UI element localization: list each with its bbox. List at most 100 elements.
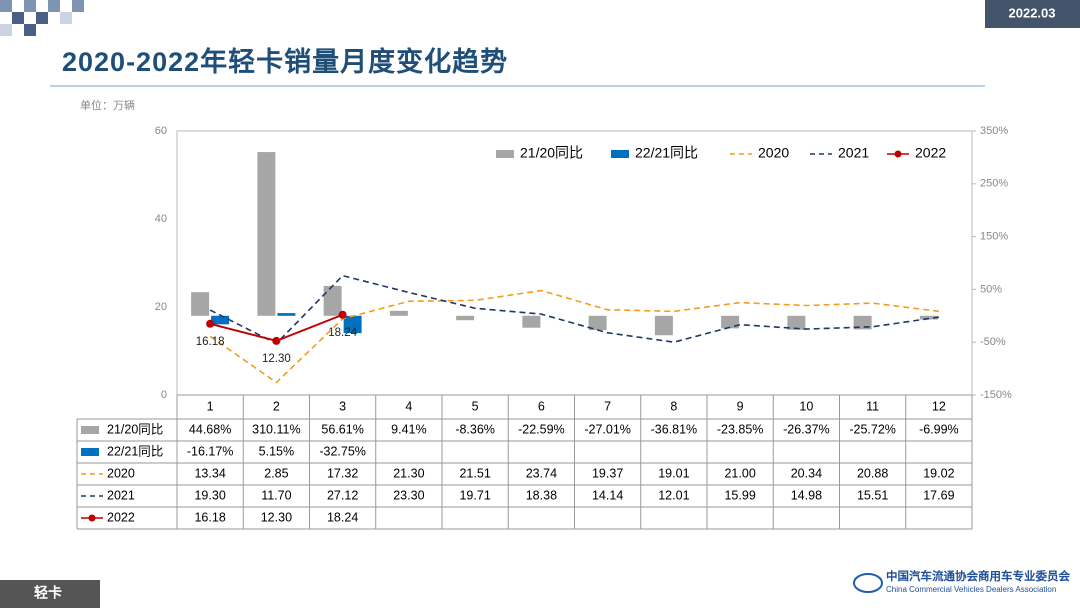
- row-header: 2022: [107, 510, 135, 524]
- table-cell: 17.32: [327, 466, 358, 480]
- table-cell: -8.36%: [455, 422, 495, 436]
- data-label: 12.30: [262, 353, 291, 365]
- table-cell: -32.75%: [319, 444, 366, 458]
- table-cell: 5.15%: [259, 444, 294, 458]
- table-cell: -26.37%: [783, 422, 830, 436]
- bar: [721, 315, 740, 329]
- y-tick-label: 0: [161, 389, 167, 401]
- corner-pattern: [0, 0, 84, 36]
- org-en: China Commercial Vehicles Dealers Associ…: [886, 585, 1056, 594]
- bar: [853, 315, 872, 330]
- bar: [277, 313, 296, 316]
- x-tick-label: 2: [273, 399, 280, 413]
- x-tick-label: 6: [538, 399, 545, 413]
- y-tick-label: 40: [155, 213, 167, 225]
- bar: [522, 315, 541, 328]
- bar: [456, 315, 475, 321]
- footer-box: [0, 580, 100, 608]
- bar: [323, 285, 342, 316]
- legend-symbol: [496, 150, 514, 158]
- logo-icon: [853, 573, 883, 593]
- table-cell: 23.30: [393, 488, 424, 502]
- table-cell: 21.00: [724, 466, 755, 480]
- table-cell: 12.30: [261, 510, 292, 524]
- row-header: 2020: [107, 466, 135, 480]
- bar: [389, 310, 408, 316]
- table-cell: 12.01: [658, 488, 689, 502]
- table-cell: 44.68%: [189, 422, 231, 436]
- data-label: 16.18: [196, 336, 225, 348]
- row-header: 2021: [107, 488, 135, 502]
- org-cn: 中国汽车流通协会商用车专业委员会: [886, 569, 1070, 583]
- table-cell: 13.34: [194, 466, 225, 480]
- bar: [257, 152, 276, 316]
- table-cell: -27.01%: [584, 422, 631, 436]
- marker: [272, 336, 281, 345]
- y2-tick-label: 50%: [980, 283, 1002, 295]
- table-cell: 15.51: [857, 488, 888, 502]
- y2-tick-label: -50%: [980, 336, 1006, 348]
- table-cell: 20.88: [857, 466, 888, 480]
- x-tick-label: 3: [339, 399, 346, 413]
- bar: [211, 315, 230, 325]
- table-symbol: [88, 514, 96, 522]
- table-cell: 19.01: [658, 466, 689, 480]
- y2-tick-label: 250%: [980, 178, 1008, 190]
- legend-label: 2020: [758, 145, 789, 161]
- y2-tick-label: -150%: [980, 389, 1012, 401]
- y-tick-label: 20: [155, 301, 167, 313]
- legend-symbol: [611, 150, 629, 158]
- bar: [919, 315, 938, 320]
- table-cell: 19.71: [459, 488, 490, 502]
- x-tick-label: 7: [604, 399, 611, 413]
- x-tick-label: 11: [866, 399, 879, 413]
- x-tick-label: 4: [405, 399, 412, 413]
- table-cell: -22.59%: [518, 422, 565, 436]
- table-cell: -36.81%: [651, 422, 698, 436]
- bar: [654, 315, 673, 336]
- table-cell: 21.30: [393, 466, 424, 480]
- legend-label: 21/20同比: [520, 145, 583, 161]
- table-cell: 18.38: [526, 488, 557, 502]
- table-cell: -6.99%: [919, 422, 959, 436]
- marker: [206, 319, 215, 328]
- table-cell: 9.41%: [391, 422, 426, 436]
- plot-frame: [176, 130, 973, 396]
- marker: [338, 310, 347, 319]
- table-cell: -25.72%: [849, 422, 896, 436]
- bar: [191, 292, 210, 316]
- table-symbol: [81, 448, 99, 456]
- row-header: 22/21同比: [107, 444, 163, 458]
- bar: [588, 315, 607, 331]
- x-tick-label: 12: [932, 399, 946, 413]
- row-header: 21/20同比: [107, 422, 163, 436]
- table-cell: 19.02: [923, 466, 954, 480]
- y-tick-label: 60: [155, 125, 167, 137]
- table-cell: 310.11%: [252, 422, 300, 436]
- table-symbol: [81, 426, 99, 434]
- x-tick-label: 10: [799, 399, 813, 413]
- table-cell: 19.37: [592, 466, 623, 480]
- table-cell: -23.85%: [717, 422, 764, 436]
- x-tick-label: 5: [472, 399, 479, 413]
- table-cell: 14.98: [791, 488, 822, 502]
- table-cell: 18.24: [327, 510, 358, 524]
- x-tick-label: 9: [737, 399, 744, 413]
- date: 2022.03: [1009, 5, 1056, 20]
- bar: [343, 315, 362, 334]
- x-tick-label: 8: [670, 399, 677, 413]
- date-box: [985, 0, 1080, 28]
- legend-label: 22/21同比: [635, 145, 698, 161]
- y2-tick-label: 350%: [980, 125, 1008, 137]
- table-cell: 17.69: [923, 488, 954, 502]
- line: [209, 274, 939, 345]
- y2-tick-label: 150%: [980, 231, 1008, 243]
- legend-label: 2021: [838, 145, 869, 161]
- table-cell: 11.70: [261, 488, 291, 502]
- table-cell: 20.34: [791, 466, 822, 480]
- table-cell: 14.14: [592, 488, 623, 502]
- legend-label: 2022: [915, 145, 946, 161]
- bar: [787, 315, 806, 330]
- data-label: 18.24: [328, 327, 357, 339]
